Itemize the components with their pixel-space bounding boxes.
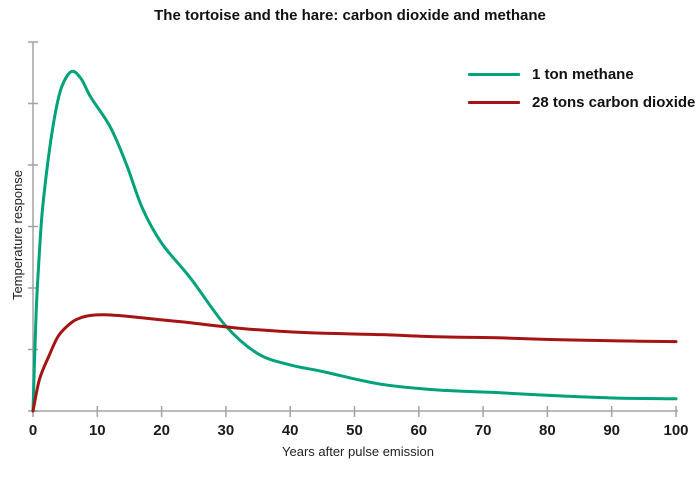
legend-item-co2: 28 tons carbon dioxide bbox=[468, 88, 695, 116]
methane-line-swatch bbox=[468, 72, 520, 76]
x-tick-label: 20 bbox=[153, 422, 170, 439]
legend-item-methane: 1 ton methane bbox=[468, 60, 695, 88]
methane-curve bbox=[31, 69, 678, 413]
x-tick-label: 100 bbox=[663, 422, 688, 439]
x-tick-label: 70 bbox=[475, 422, 492, 439]
x-tick-label: 60 bbox=[410, 422, 427, 439]
x-tick-label: 90 bbox=[603, 422, 620, 439]
y-axis-label: Temperature response bbox=[10, 169, 25, 301]
x-tick-label: 50 bbox=[346, 422, 363, 439]
x-tick-label: 80 bbox=[539, 422, 556, 439]
co2-curve bbox=[31, 313, 678, 413]
x-tick-label: 10 bbox=[89, 422, 106, 439]
legend-label-methane: 1 ton methane bbox=[532, 65, 634, 83]
legend: 1 ton methane 28 tons carbon dioxide bbox=[468, 60, 695, 116]
x-axis-label: Years after pulse emission bbox=[282, 444, 434, 459]
x-tick-label: 30 bbox=[218, 422, 235, 439]
co2-line-swatch bbox=[468, 100, 520, 104]
chart-title: The tortoise and the hare: carbon dioxid… bbox=[154, 7, 546, 24]
x-tick-label: 0 bbox=[29, 422, 37, 439]
legend-label-co2: 28 tons carbon dioxide bbox=[532, 93, 696, 111]
x-tick-label: 40 bbox=[282, 422, 299, 439]
